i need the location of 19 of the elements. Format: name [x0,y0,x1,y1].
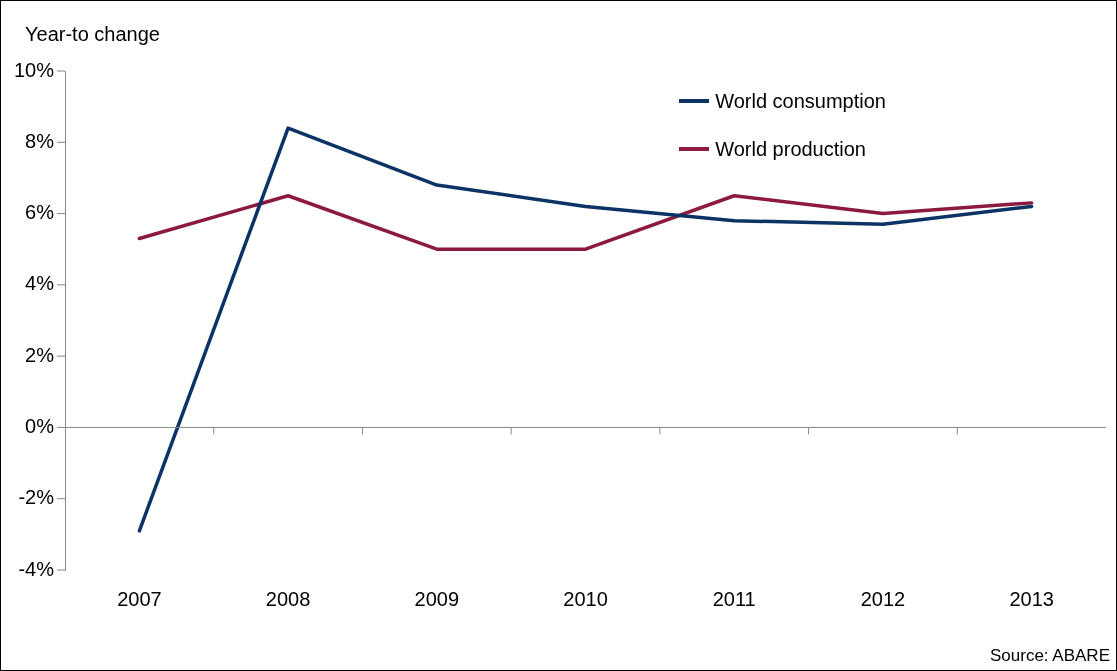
y-axis-title: Year-to change [25,23,160,46]
y-tick-label: 2% [25,343,55,366]
y-tick-label: 4% [25,272,55,295]
y-tick-label: -2% [18,486,55,509]
x-tick-label: 2012 [860,587,906,610]
x-tick-label: 2013 [1009,587,1054,610]
y-tick-label: 0% [25,414,55,437]
x-tick-label: 2009 [414,587,460,610]
legend-label: World production [715,137,866,161]
x-tick-label: 2008 [265,587,311,610]
y-tick-label: 6% [25,201,55,224]
y-tick-label: -4% [18,557,55,580]
x-tick-label: 2010 [563,587,608,610]
y-tick-label: 8% [25,129,55,152]
legend-label: World consumption [715,89,886,113]
source-note: Source: ABARE [989,646,1110,666]
y-tick-label: 10% [14,58,55,81]
x-tick-label: 2011 [712,587,756,610]
x-tick-label: 2007 [117,587,162,610]
